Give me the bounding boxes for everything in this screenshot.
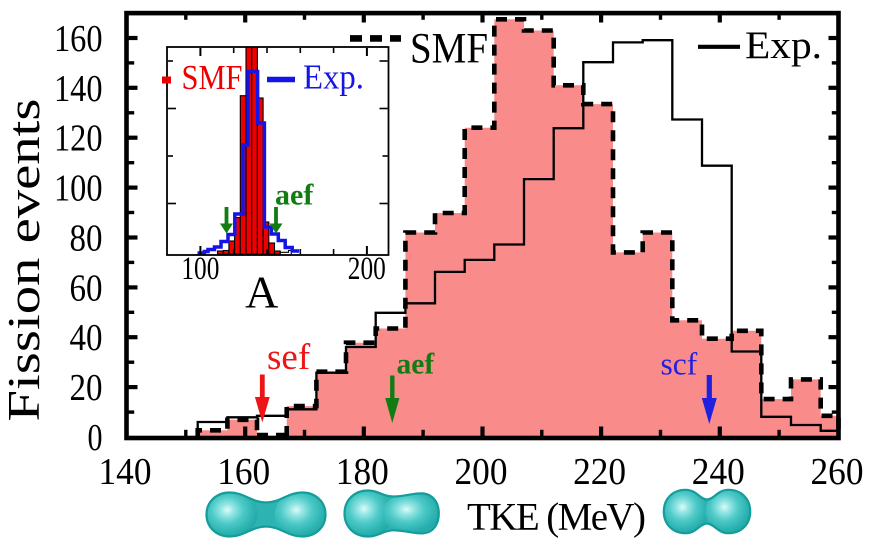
- svg-text:80: 80: [70, 218, 103, 260]
- svg-text:Exp.: Exp.: [303, 58, 364, 97]
- svg-text:60: 60: [70, 267, 103, 309]
- svg-text:140: 140: [54, 68, 103, 110]
- svg-text:200: 200: [455, 451, 508, 493]
- svg-text:260: 260: [811, 451, 864, 493]
- svg-text:sef: sef: [267, 337, 311, 378]
- svg-text:aef: aef: [275, 179, 314, 212]
- svg-text:160: 160: [217, 451, 270, 493]
- svg-text:aef: aef: [397, 349, 436, 381]
- svg-text:160: 160: [54, 18, 103, 60]
- svg-text:SMF: SMF: [410, 26, 488, 73]
- svg-text:120: 120: [54, 118, 103, 160]
- svg-text:Exp.: Exp.: [745, 24, 822, 67]
- svg-text:200: 200: [348, 251, 386, 287]
- svg-text:100: 100: [54, 168, 103, 210]
- svg-text:100: 100: [181, 251, 219, 287]
- svg-text:180: 180: [336, 451, 389, 493]
- svg-text:SMF: SMF: [182, 58, 243, 97]
- svg-text:scf: scf: [661, 347, 698, 382]
- svg-text:0: 0: [88, 417, 103, 459]
- svg-text:140: 140: [99, 451, 152, 493]
- svg-text:240: 240: [692, 451, 745, 493]
- svg-text:40: 40: [70, 317, 103, 359]
- svg-text:TKE (MeV): TKE (MeV): [467, 496, 646, 539]
- svg-text:20: 20: [70, 367, 103, 409]
- svg-text:Fission events: Fission events: [0, 98, 49, 421]
- svg-text:A: A: [245, 267, 278, 318]
- svg-text:220: 220: [573, 451, 626, 493]
